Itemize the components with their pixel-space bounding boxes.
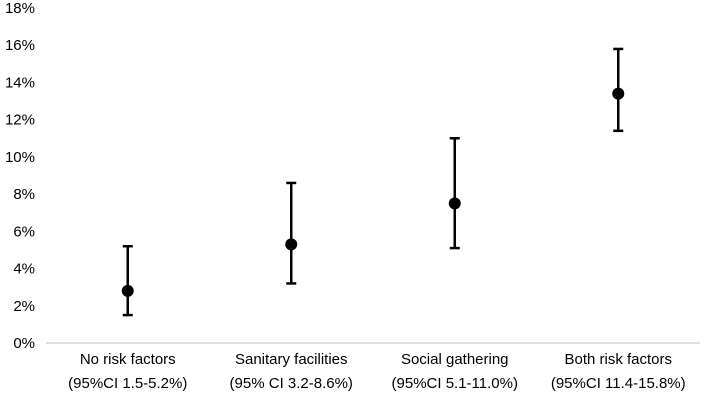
category-label-line2: (95%CI 5.1-11.0%) <box>392 375 518 392</box>
data-point <box>121 284 134 297</box>
data-points <box>121 47 625 317</box>
y-tick-label: 16% <box>5 37 35 54</box>
y-tick-label: 14% <box>5 74 35 91</box>
y-tick-label: 6% <box>13 223 35 240</box>
y-axis-ticks: 0% 2% 4% 6% 8% 10% 12% 14% 16% 18% <box>5 0 35 352</box>
category-label-line2: (95%CI 1.5-5.2%) <box>68 375 187 392</box>
data-point-group <box>448 137 461 250</box>
category-label-line2: (95% CI 3.2-8.6%) <box>230 375 353 392</box>
y-tick-label: 4% <box>13 261 35 278</box>
y-tick-label: 2% <box>13 298 35 315</box>
y-tick-label: 10% <box>5 149 35 166</box>
category-label-line1: Both risk factors <box>564 351 672 368</box>
y-tick-label: 18% <box>5 0 35 17</box>
data-point <box>285 238 298 251</box>
data-point <box>612 87 625 100</box>
category-label-line1: Sanitary facilities <box>235 351 348 368</box>
y-tick-label: 12% <box>5 112 35 129</box>
category-label-line2: (95%CI 11.4-15.8%) <box>551 375 686 392</box>
data-point-group <box>285 181 298 285</box>
category-label-line1: No risk factors <box>80 351 176 368</box>
y-tick-label: 8% <box>13 186 35 203</box>
y-tick-label: 0% <box>13 335 35 352</box>
data-point-group <box>121 244 134 317</box>
category-label-line1: Social gathering <box>401 351 509 368</box>
data-point-group <box>612 47 625 133</box>
data-point <box>448 197 461 210</box>
category-labels: No risk factors (95%CI 1.5-5.2%) Sanitary … <box>68 351 686 392</box>
